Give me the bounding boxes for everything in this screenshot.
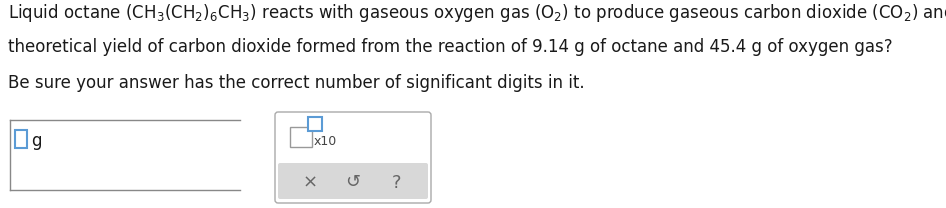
FancyBboxPatch shape	[278, 163, 428, 199]
Text: x10: x10	[314, 135, 338, 148]
FancyBboxPatch shape	[15, 130, 27, 148]
Text: Liquid octane $\left(\mathregular{CH_3(CH_2)_6CH_3}\right)$ reacts with gaseous : Liquid octane $\left(\mathregular{CH_3(C…	[8, 2, 946, 24]
Text: Be sure your answer has the correct number of significant digits in it.: Be sure your answer has the correct numb…	[8, 74, 585, 92]
Text: ↺: ↺	[345, 173, 360, 192]
FancyBboxPatch shape	[275, 112, 431, 203]
FancyBboxPatch shape	[290, 127, 312, 147]
FancyBboxPatch shape	[308, 117, 322, 131]
Text: theoretical yield of carbon dioxide formed from the reaction of 9.14 g of octane: theoretical yield of carbon dioxide form…	[8, 38, 893, 56]
Text: ?: ?	[392, 173, 401, 192]
Text: ×: ×	[303, 173, 318, 192]
Text: g: g	[31, 132, 42, 150]
